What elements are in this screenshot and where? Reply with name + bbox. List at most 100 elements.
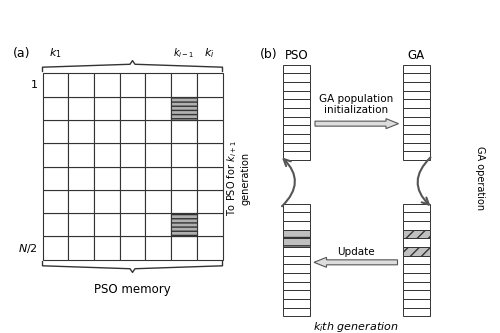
Bar xyxy=(402,65,430,73)
Bar xyxy=(282,256,310,264)
Bar xyxy=(68,190,94,213)
Text: 1: 1 xyxy=(30,80,38,90)
Bar xyxy=(68,213,94,236)
Bar xyxy=(402,221,430,230)
Bar xyxy=(282,299,310,308)
Bar xyxy=(282,117,310,125)
Bar xyxy=(402,91,430,99)
Text: PSO: PSO xyxy=(284,49,308,62)
Bar xyxy=(120,120,146,143)
Bar xyxy=(402,125,430,134)
Bar xyxy=(402,99,430,108)
Bar xyxy=(171,213,197,236)
Bar xyxy=(171,143,197,166)
Bar xyxy=(146,213,171,236)
Bar xyxy=(402,238,430,247)
Bar xyxy=(402,264,430,273)
Bar xyxy=(402,151,430,160)
Bar xyxy=(146,73,171,97)
Bar xyxy=(282,65,310,73)
Bar xyxy=(42,120,68,143)
Bar xyxy=(402,143,430,151)
Bar xyxy=(402,290,430,299)
Bar xyxy=(402,273,430,282)
Bar xyxy=(42,97,68,120)
Bar xyxy=(282,204,310,212)
Bar xyxy=(42,166,68,190)
Bar xyxy=(94,97,120,120)
Bar xyxy=(282,91,310,99)
Bar xyxy=(282,82,310,91)
Bar xyxy=(282,221,310,230)
Bar xyxy=(171,213,197,236)
Text: Update: Update xyxy=(338,247,375,257)
Bar xyxy=(146,166,171,190)
Bar xyxy=(282,273,310,282)
Bar xyxy=(282,290,310,299)
Bar xyxy=(197,143,222,166)
Bar xyxy=(282,99,310,108)
Text: GA operation: GA operation xyxy=(475,147,485,210)
Bar xyxy=(197,213,222,236)
Bar xyxy=(94,190,120,213)
Bar xyxy=(402,212,430,221)
Text: To PSO for $k_{i+1}$
generation: To PSO for $k_{i+1}$ generation xyxy=(225,141,250,216)
Bar xyxy=(282,108,310,117)
Bar xyxy=(282,282,310,290)
Bar xyxy=(120,213,146,236)
Bar xyxy=(94,143,120,166)
Bar xyxy=(68,120,94,143)
Bar xyxy=(402,308,430,316)
Bar xyxy=(197,166,222,190)
Bar xyxy=(282,151,310,160)
Bar xyxy=(197,73,222,97)
Bar xyxy=(146,120,171,143)
Bar xyxy=(402,108,430,117)
Bar xyxy=(282,212,310,221)
Bar xyxy=(402,204,430,212)
Bar xyxy=(120,97,146,120)
Bar xyxy=(282,73,310,82)
Bar xyxy=(42,236,68,260)
Text: $k_i$: $k_i$ xyxy=(204,46,215,60)
Bar xyxy=(402,134,430,143)
Bar xyxy=(42,213,68,236)
Bar xyxy=(120,236,146,260)
Text: PSO memory: PSO memory xyxy=(94,283,171,296)
Bar xyxy=(120,166,146,190)
Bar xyxy=(171,73,197,97)
Bar xyxy=(171,97,197,120)
Bar xyxy=(146,190,171,213)
Bar xyxy=(197,120,222,143)
Bar xyxy=(68,166,94,190)
Bar xyxy=(197,236,222,260)
Bar xyxy=(282,134,310,143)
Bar xyxy=(94,166,120,190)
Bar xyxy=(94,73,120,97)
Bar xyxy=(120,73,146,97)
Bar xyxy=(282,230,310,238)
Bar xyxy=(42,73,68,97)
Polygon shape xyxy=(315,119,398,129)
Bar xyxy=(94,236,120,260)
Bar xyxy=(120,190,146,213)
Text: $k_1$: $k_1$ xyxy=(49,46,62,60)
Bar xyxy=(282,247,310,256)
Text: $k_{i-1}$: $k_{i-1}$ xyxy=(173,46,195,60)
Bar xyxy=(68,73,94,97)
Bar xyxy=(282,264,310,273)
Bar xyxy=(282,143,310,151)
Bar xyxy=(197,97,222,120)
Text: GA population
initialization: GA population initialization xyxy=(319,94,394,115)
Bar xyxy=(94,213,120,236)
Bar xyxy=(146,236,171,260)
Bar xyxy=(171,120,197,143)
Bar xyxy=(68,236,94,260)
Text: (b): (b) xyxy=(260,48,278,61)
Bar xyxy=(146,143,171,166)
Bar xyxy=(171,166,197,190)
Bar xyxy=(120,143,146,166)
Bar xyxy=(171,97,197,120)
Bar xyxy=(68,143,94,166)
Bar xyxy=(282,308,310,316)
